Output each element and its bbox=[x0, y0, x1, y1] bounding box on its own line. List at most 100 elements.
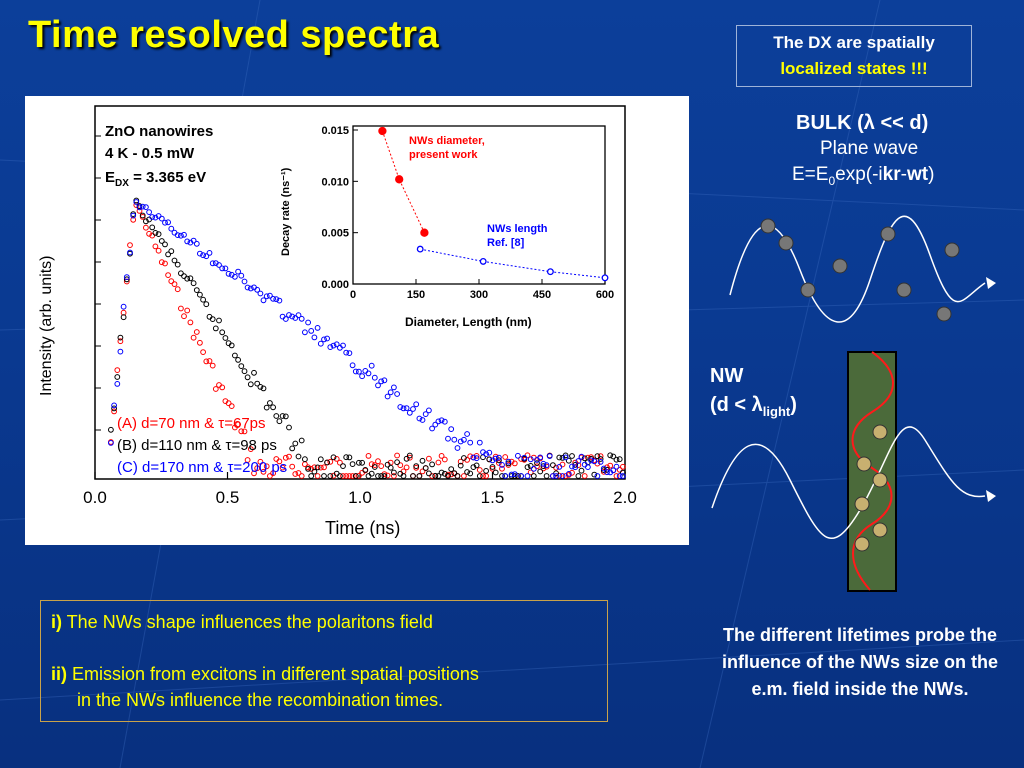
series-point bbox=[559, 473, 566, 479]
series-point bbox=[403, 455, 410, 462]
series-point bbox=[496, 454, 502, 461]
series-point bbox=[168, 225, 175, 232]
main-x-tick-label: 1.0 bbox=[348, 488, 372, 507]
series-point bbox=[298, 437, 305, 444]
series-point bbox=[193, 329, 200, 335]
series-point bbox=[435, 459, 442, 466]
series-point bbox=[168, 278, 175, 285]
series-point bbox=[530, 473, 537, 479]
main-x-tick-label: 1.5 bbox=[481, 488, 505, 507]
series-point bbox=[378, 378, 385, 385]
series-point bbox=[244, 284, 251, 291]
series-point bbox=[143, 224, 149, 231]
series-point bbox=[352, 368, 359, 375]
series-point bbox=[241, 368, 248, 375]
series-point bbox=[511, 460, 518, 467]
series-point bbox=[257, 458, 264, 465]
series-point bbox=[441, 418, 448, 425]
series-point bbox=[343, 349, 350, 356]
series-point bbox=[251, 369, 257, 376]
series-point bbox=[317, 340, 324, 347]
series-point bbox=[308, 473, 315, 479]
series-point bbox=[133, 199, 140, 205]
series-point bbox=[416, 473, 423, 479]
series-point bbox=[572, 462, 579, 468]
series-point bbox=[181, 313, 187, 320]
inset-y-tick-label: 0.010 bbox=[321, 176, 349, 188]
series-point bbox=[273, 413, 280, 419]
series-point bbox=[311, 468, 318, 475]
inset-point bbox=[378, 126, 387, 136]
plane-wave-equation: E=E0exp(-ikr-wt) bbox=[792, 164, 935, 188]
series-point bbox=[222, 265, 229, 272]
series-point bbox=[149, 224, 156, 231]
series-point bbox=[550, 473, 556, 479]
series-point bbox=[184, 307, 191, 314]
series-point bbox=[356, 459, 362, 466]
bulk-wave-arrow-icon bbox=[986, 277, 996, 289]
series-point bbox=[155, 231, 162, 238]
series-point bbox=[279, 464, 286, 471]
series-point bbox=[546, 453, 553, 460]
series-point bbox=[197, 339, 203, 346]
series-point bbox=[464, 469, 471, 475]
series-point bbox=[391, 384, 397, 391]
series-point bbox=[572, 464, 579, 471]
series-point bbox=[543, 462, 550, 469]
inset-legend-blue-2: Ref. [8] bbox=[487, 237, 525, 249]
series-point bbox=[139, 203, 146, 210]
series-point bbox=[267, 473, 273, 479]
series-point bbox=[203, 301, 210, 308]
series-point bbox=[190, 280, 197, 287]
series-point bbox=[508, 471, 515, 478]
series-point bbox=[158, 215, 165, 222]
inset-point bbox=[546, 268, 554, 276]
series-point bbox=[597, 456, 604, 462]
series-point bbox=[330, 342, 337, 349]
series-point bbox=[400, 473, 407, 479]
series-point bbox=[422, 465, 429, 471]
series-point bbox=[108, 440, 114, 446]
series-point bbox=[324, 335, 331, 342]
inset-x-tick-label: 0 bbox=[350, 289, 356, 301]
series-point bbox=[597, 459, 604, 465]
inset-y-tick-label: 0.000 bbox=[321, 279, 349, 291]
series-point bbox=[620, 463, 626, 470]
inset-x-tick-label: 450 bbox=[533, 289, 551, 301]
series-point bbox=[216, 262, 222, 268]
series-point bbox=[394, 459, 401, 466]
series-point bbox=[254, 380, 261, 387]
series-point bbox=[381, 473, 388, 479]
series-point bbox=[286, 453, 292, 460]
series-point bbox=[588, 457, 594, 464]
inset-series-group bbox=[378, 126, 609, 282]
series-point bbox=[317, 464, 324, 471]
series-point bbox=[403, 464, 410, 471]
series-point bbox=[575, 458, 582, 464]
series-point bbox=[314, 325, 321, 331]
series-point bbox=[511, 473, 518, 479]
series-point bbox=[352, 473, 359, 479]
series-point bbox=[413, 464, 420, 471]
series-point bbox=[130, 212, 137, 219]
series-point bbox=[616, 473, 623, 479]
series-point bbox=[511, 471, 518, 478]
series-point bbox=[464, 431, 471, 437]
series-point bbox=[457, 458, 464, 465]
conclusions-box: i) The NWs shape influences the polarito… bbox=[40, 600, 608, 722]
figure-panel: 0.0 0.5 1.0 1.5 2.0 Intensity (arb. units) T… bbox=[25, 96, 689, 545]
series-point bbox=[254, 465, 261, 472]
series-point bbox=[486, 456, 493, 463]
series-point bbox=[302, 456, 308, 463]
series-point bbox=[228, 403, 235, 410]
inset-series-line bbox=[381, 130, 425, 233]
series-point bbox=[578, 453, 585, 460]
annotation-line-2: 4 K - 0.5 mW bbox=[105, 145, 195, 162]
series-point bbox=[311, 334, 318, 341]
series-point bbox=[600, 465, 607, 472]
series-point bbox=[219, 329, 226, 336]
series-point bbox=[165, 272, 172, 279]
series-point bbox=[410, 406, 416, 412]
series-point bbox=[317, 456, 324, 463]
series-point bbox=[302, 329, 308, 336]
